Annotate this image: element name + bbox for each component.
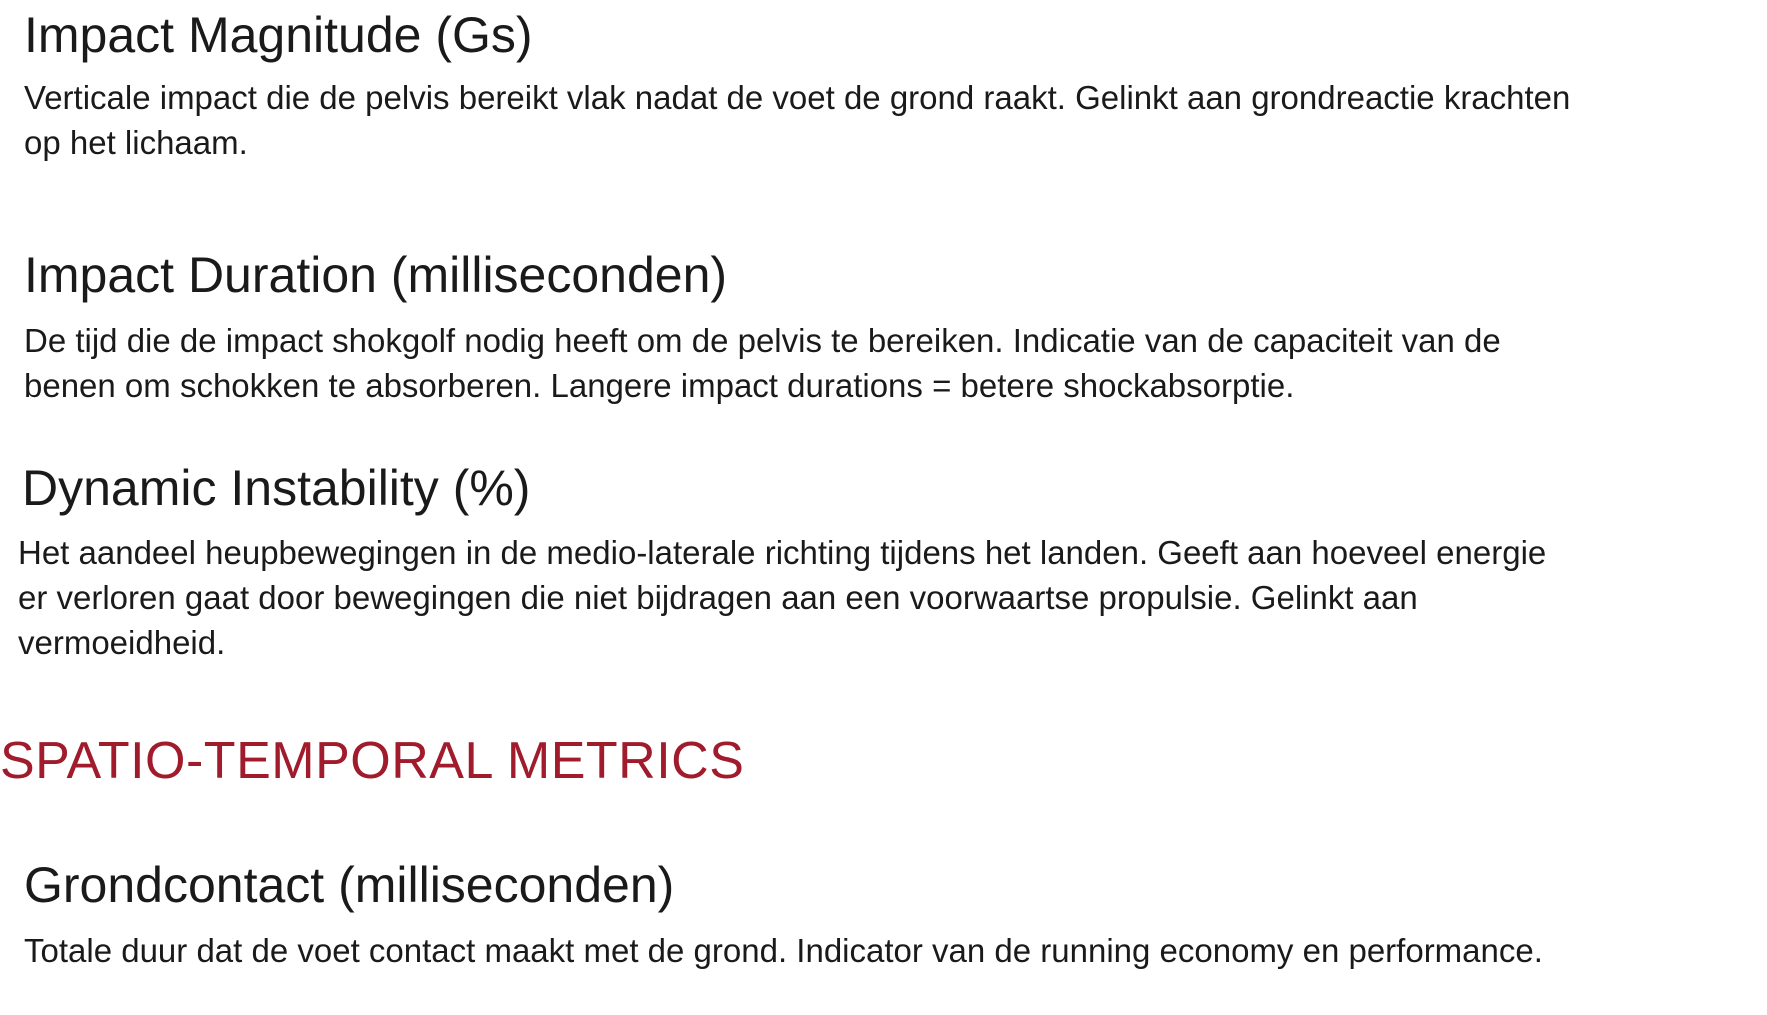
metric-description-impact-magnitude: Verticale impact die de pelvis bereikt v…: [24, 79, 1571, 161]
metric-description-dynamic-instability: Het aandeel heupbewegingen in de medio-l…: [18, 534, 1547, 661]
section-heading-spatio-temporal: SPATIO-TEMPORAL METRICS: [0, 732, 745, 790]
metric-title-dynamic-instability: Dynamic Instability (%): [22, 460, 531, 516]
metric-title-impact-duration: Impact Duration (milliseconden): [24, 247, 728, 303]
metric-title-grondcontact: Grondcontact (milliseconden): [24, 857, 675, 913]
metric-description-impact-duration: De tijd die de impact shokgolf nodig hee…: [24, 322, 1501, 404]
metric-title-impact-magnitude: Impact Magnitude (Gs): [24, 7, 533, 63]
metric-description-grondcontact: Totale duur dat de voet contact maakt me…: [24, 932, 1543, 969]
